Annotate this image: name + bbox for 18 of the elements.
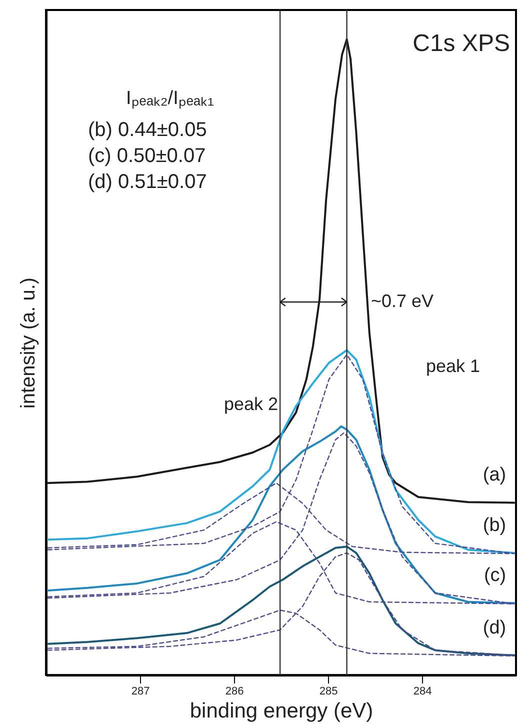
annotation: (b) 0.44±0.05	[88, 119, 207, 141]
x-axis-title: binding energy (eV)	[190, 700, 374, 722]
x-tick-label: 285	[319, 686, 338, 698]
annotation: ~0.7 eV	[371, 291, 434, 311]
series-label: (b)	[482, 514, 506, 536]
chart-title: C1s XPS	[412, 30, 510, 57]
x-tick-label: 286	[225, 686, 244, 698]
annotation: Iₚₑₐₖ₂/Iₚₑₐₖ₁	[126, 88, 214, 109]
x-tick-label: 284	[413, 686, 432, 698]
x-tick-label: 287	[131, 686, 150, 698]
annotation: peak 2	[224, 394, 278, 414]
annotation: (d) 0.51±0.07	[88, 171, 207, 193]
y-axis-title: intensity (a. u.)	[18, 277, 40, 409]
annotation: (c) 0.50±0.07	[88, 145, 206, 167]
annotation: peak 1	[426, 356, 480, 376]
series-label: (d)	[482, 617, 506, 638]
series-label: (c)	[484, 565, 506, 586]
series-label: (a)	[482, 464, 506, 486]
